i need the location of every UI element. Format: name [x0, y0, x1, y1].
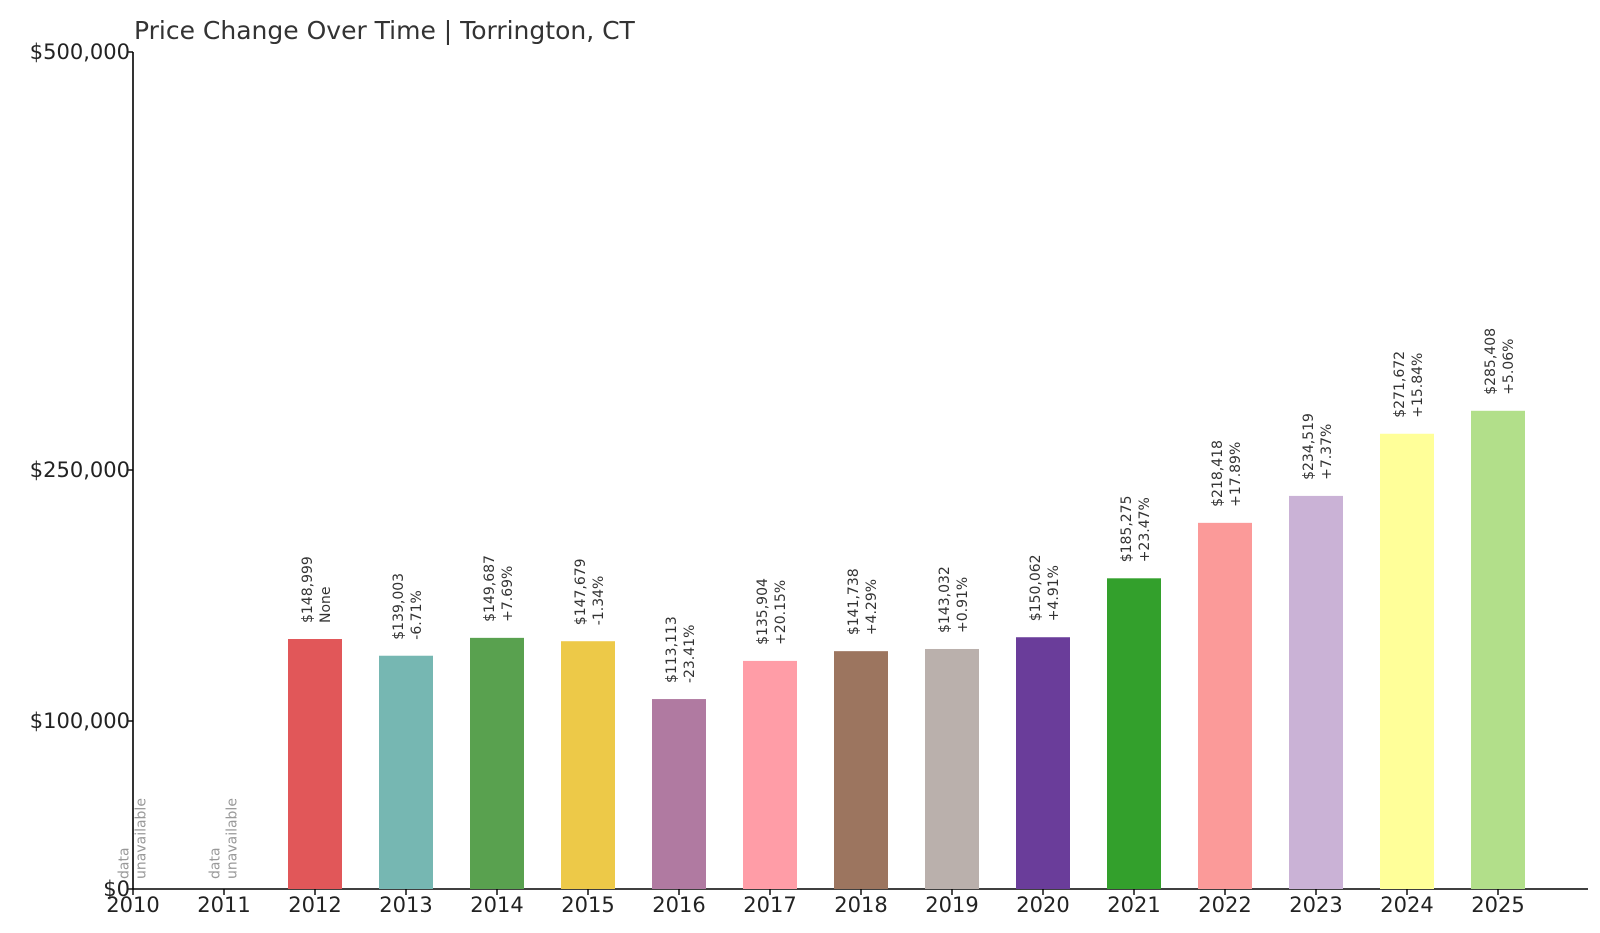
x-tick-label: 2017: [743, 893, 796, 917]
x-tick-label: 2012: [288, 893, 341, 917]
bar-2016: [652, 699, 706, 889]
x-tick-label: 2018: [834, 893, 887, 917]
bar-2020: [1016, 637, 1070, 889]
x-tick-label: 2023: [1289, 893, 1342, 917]
data-label-2014: $149,687 +7.69%: [482, 555, 516, 622]
bar-2024: [1380, 433, 1434, 889]
data-unavailable-label: dataunavailable: [117, 798, 150, 879]
data-label-2025: $285,408 +5.06%: [1483, 328, 1517, 395]
y-axis: $0 $100,000 $250,000 $500,000: [30, 40, 134, 901]
bar-2015: [561, 641, 615, 889]
data-label-2021: $185,275 +23.47%: [1119, 495, 1153, 562]
bars: [288, 410, 1525, 889]
x-tick-label: 2025: [1471, 893, 1524, 917]
data-label-2024: $271,672 +15.84%: [1392, 351, 1426, 418]
data-label-2015: $147,679 -1.34%: [573, 558, 607, 625]
y-tick-label: $0: [103, 877, 130, 901]
data-labels: dataunavailable dataunavailable $148,999 No…: [117, 328, 1518, 879]
x-tick-label: 2022: [1198, 893, 1251, 917]
data-label-2019: $143,032 +0.91%: [937, 566, 971, 633]
bar-2017: [743, 660, 797, 889]
x-tick-label: 2020: [1016, 893, 1069, 917]
data-label-2017: $135,904 +20.15%: [755, 578, 789, 645]
bar-2019: [925, 648, 979, 889]
x-tick-label: 2015: [561, 893, 614, 917]
bar-2012: [288, 639, 342, 889]
bar-2023: [1289, 495, 1343, 889]
x-tick-label: 2010: [106, 893, 159, 917]
bar-2022: [1198, 522, 1252, 889]
data-label-2012: $148,999 None: [300, 556, 334, 623]
y-tick-label: $500,000: [30, 40, 130, 64]
x-tick-label: 2024: [1380, 893, 1433, 917]
y-tick-label: $250,000: [30, 458, 130, 482]
x-tick-label: 2011: [197, 893, 250, 917]
x-tick-label: 2013: [379, 893, 432, 917]
data-label-2022: $218,418 +17.89%: [1210, 440, 1244, 507]
x-tick-label: 2021: [1107, 893, 1160, 917]
x-tick-label: 2019: [925, 893, 978, 917]
chart-title: Price Change Over Time | Torrington, CT: [134, 16, 636, 45]
bar-2014: [470, 637, 524, 889]
bar-2021: [1107, 578, 1161, 889]
data-unavailable-label: dataunavailable: [208, 798, 241, 879]
data-label-2016: $113,113 -23.41%: [664, 616, 698, 683]
data-label-2020: $150,062 +4.91%: [1028, 554, 1062, 621]
data-label-2018: $141,738 +4.29%: [846, 568, 880, 635]
data-label-2013: $139,003 -6.71%: [391, 573, 425, 640]
x-tick-label: 2016: [652, 893, 705, 917]
x-tick-label: 2014: [470, 893, 523, 917]
bar-2013: [379, 655, 433, 889]
data-label-2023: $234,519 +7.37%: [1301, 413, 1335, 480]
x-axis: 2010 2011 2012 2013 2014 2015 2016 2017 2018 2019…: [106, 888, 1588, 917]
y-tick-label: $100,000: [30, 709, 130, 733]
bar-2018: [834, 651, 888, 889]
bar-2025: [1471, 410, 1525, 889]
